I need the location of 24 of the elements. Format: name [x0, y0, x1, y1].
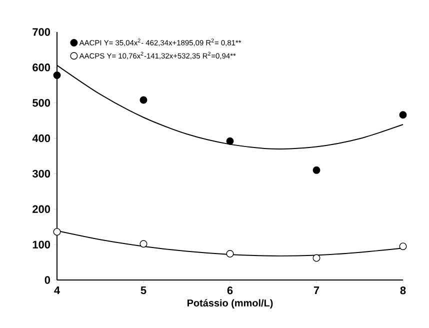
- point: [226, 137, 234, 145]
- y-tick-label: 500: [32, 98, 50, 107]
- point: [53, 228, 61, 236]
- y-tick-label: 200: [32, 205, 50, 214]
- point: [312, 254, 320, 262]
- y-tick-label: 300: [32, 170, 50, 178]
- x-tick-label: 4: [54, 286, 60, 294]
- y-tick-label: 0: [44, 276, 50, 284]
- point: [312, 166, 320, 174]
- x-axis-title: Potássio (mmol/L): [188, 299, 273, 308]
- x-tick-label: 8: [400, 286, 406, 294]
- x-tick-label: 5: [140, 286, 146, 294]
- point: [53, 71, 61, 79]
- point: [399, 111, 407, 119]
- point: [140, 240, 148, 248]
- y-tick-label: 600: [32, 64, 50, 72]
- y-tick-label: 100: [32, 240, 50, 248]
- x-tick-label: 6: [227, 286, 233, 294]
- y-tick-label: 700: [32, 28, 50, 36]
- point: [399, 242, 407, 250]
- y-tick-label: 400: [32, 134, 50, 142]
- point: [140, 96, 148, 104]
- point: [226, 250, 234, 258]
- x-tick-label: 7: [314, 286, 320, 294]
